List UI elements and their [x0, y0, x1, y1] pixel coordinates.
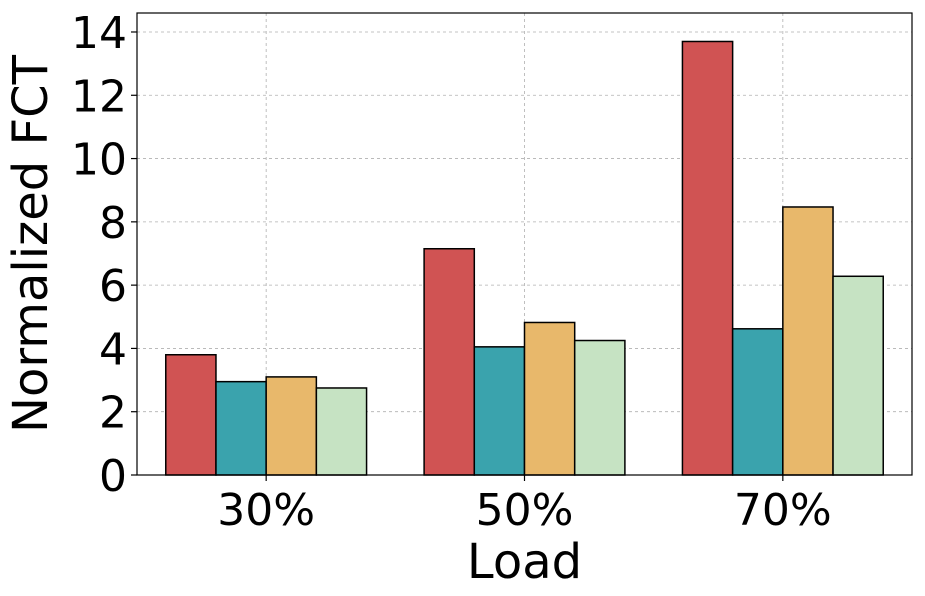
bars [165, 40, 884, 476]
bar-50pct-series-2 [473, 346, 526, 476]
y-tick-label: 6 [99, 261, 127, 312]
bar-70pct-series-4 [832, 275, 884, 476]
x-tick-label: 30% [217, 485, 315, 536]
bar-70pct-series-2 [731, 328, 784, 476]
y-tick-label: 12 [71, 71, 127, 122]
x-tick-label: 50% [476, 485, 574, 536]
bar-50pct-series-3 [523, 321, 576, 476]
bar-30pct-series-2 [215, 380, 267, 476]
y-tick-label: 0 [99, 451, 127, 502]
x-tick-label: 70% [734, 485, 832, 536]
bar-50pct-series-1 [423, 247, 476, 476]
bar-70pct-series-1 [681, 40, 734, 476]
y-tick-label: 4 [99, 324, 127, 375]
y-axis-label: Normalized FCT [3, 54, 59, 433]
y-tick-label: 14 [71, 8, 127, 59]
bar-50pct-series-4 [573, 339, 626, 476]
bar-30pct-series-3 [265, 376, 318, 476]
bar-30pct-series-4 [315, 387, 368, 476]
y-tick-label: 2 [99, 388, 127, 439]
bar-70pct-series-3 [782, 206, 834, 476]
x-axis-label: Load [467, 534, 582, 590]
x-axis-ticks: 30% 50% 70% [217, 475, 832, 536]
y-tick-label: 8 [99, 198, 127, 249]
y-tick-label: 10 [71, 135, 127, 186]
y-axis-ticks: 0 2 4 6 8 10 12 14 [71, 8, 137, 502]
bar-30pct-series-1 [165, 354, 217, 476]
